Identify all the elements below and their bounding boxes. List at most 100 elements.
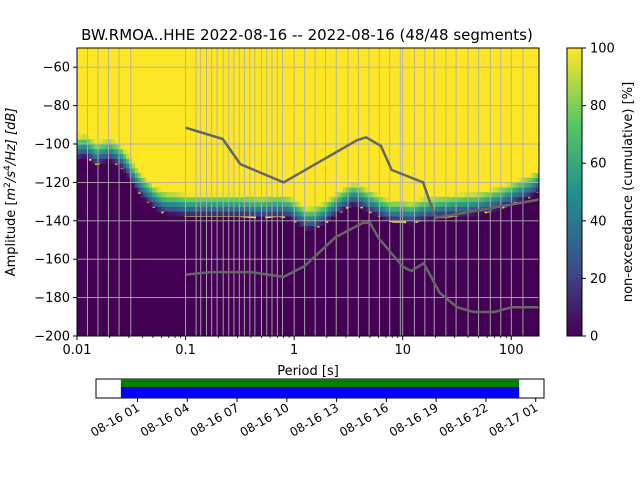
heatmap-cell [143,200,147,336]
heatmap-cell [333,196,338,203]
heatmap-cell [160,196,165,203]
timeline-tick: 08-16 19 [387,398,441,440]
heatmap-cell [195,211,199,217]
heatmap-cell [279,206,283,212]
heatmap-cell [152,201,156,207]
heatmap-cell [316,220,321,227]
heatmap-cell [258,196,263,203]
heatmap-cell [495,187,500,193]
heatmap-cell [400,206,404,212]
heatmap-column [515,177,520,336]
heatmap-cell [383,201,387,207]
heatmap-cell [397,211,401,217]
heatmap-cell [406,220,410,227]
heatmap-cell [325,216,329,222]
heatmap-cell [256,218,260,336]
heatmap-cell [342,201,347,207]
heatmap-cell [143,196,147,203]
heatmap-cell [157,211,162,336]
heatmap-cell [178,211,182,217]
heatmap-cell [290,211,295,217]
heatmap-cell [100,144,104,150]
heatmap-cell [146,187,150,193]
heatmap-cell [201,211,205,217]
heatmap-column [495,187,500,336]
heatmap-cell [362,206,367,212]
heatmap-cell [247,217,251,336]
heatmap-cell [435,196,439,203]
heatmap-cell [469,211,474,217]
heatmap-cell [385,206,390,212]
heatmap-cell [429,216,433,222]
heatmap-cell [123,158,127,164]
heatmap-column [328,196,332,336]
heatmap-cell [204,196,208,203]
heatmap-cell [383,220,387,336]
heatmap-cell [137,193,142,336]
heatmap-cell [126,163,130,169]
heatmap-cell [333,206,338,212]
heatmap-cell [120,148,124,155]
heatmap-cell [437,218,442,336]
heatmap-cell [435,206,439,212]
heatmap-column [238,192,243,336]
heatmap-cell [77,139,81,145]
heatmap-cell [235,196,240,203]
heatmap-cell [475,215,479,336]
heatmap-cell [492,210,497,336]
heatmap-column [143,177,147,336]
chart-title: BW.RMOA..HHE 2022-08-16 -- 2022-08-16 (4… [81,26,533,44]
heatmap-cell [105,144,110,150]
heatmap-cell [250,211,254,217]
heatmap-column [175,192,179,336]
y-tick: −120 [34,176,77,191]
heatmap-cell [287,206,292,212]
heatmap-column [374,192,378,336]
heatmap-cell [282,196,286,203]
heatmap-cell [134,168,139,174]
heatmap-cell [472,201,476,207]
heatmap-cell [175,192,179,198]
heatmap-cell [273,201,277,207]
colorbar-tick: 20 [582,272,607,287]
heatmap-cell [391,222,396,336]
heatmap-cell [235,216,240,336]
heatmap-cell [143,182,147,188]
x-tick-label: 100 [499,343,524,358]
colorbar-tick-label: 20 [590,272,607,287]
heatmap-column [302,206,306,336]
heatmap-column [201,192,205,336]
heatmap-cell [336,196,341,203]
heatmap-cell [411,223,416,336]
heatmap-cell [310,216,315,222]
heatmap-column [258,196,263,336]
heatmap-column [88,139,92,336]
heatmap-cell [478,192,482,198]
heatmap-cell [166,192,170,198]
heatmap-column [429,196,433,336]
timeline-tick: 08-16 10 [238,398,291,440]
heatmap-cell [163,201,168,207]
heatmap-cell [140,182,144,188]
timeline-processed-bar [120,387,520,398]
heatmap-column [166,192,170,336]
timeline-tick: 08-16 07 [188,398,242,440]
heatmap-cell [513,192,517,198]
heatmap-column [204,192,208,336]
timeline-tick: 08-16 04 [138,398,192,440]
timeline-tick-label: 08-16 13 [287,400,341,439]
heatmap-cell [368,201,373,207]
amplitude-gridlines [77,66,539,336]
heatmap-cell [504,192,508,198]
heatmap-cell [435,211,439,217]
heatmap-column [100,139,104,336]
heatmap-cell [489,201,494,207]
heatmap-cell [140,172,144,179]
heatmap-cell [383,206,387,212]
heatmap-cell [201,196,205,203]
heatmap-cell [481,201,485,207]
heatmap-cell [241,217,245,336]
heatmap-column [189,192,193,336]
nlnm-curve [185,221,539,314]
